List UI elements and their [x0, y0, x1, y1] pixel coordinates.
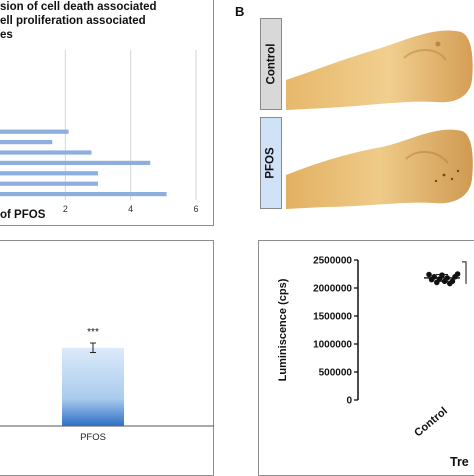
bar: [0, 171, 98, 176]
y-tick-label: 1500000: [313, 312, 352, 323]
data-point: [449, 278, 456, 285]
panel-b-control-photo: [286, 18, 474, 110]
panel-a-horizontal-bar-chart: 2 4 6: [0, 50, 199, 214]
x-tick-label: Control: [412, 405, 450, 439]
x-tick-label: 4: [128, 204, 133, 214]
significance-label: ***: [87, 327, 99, 338]
bar: [0, 150, 92, 155]
x-tick-label: 6: [193, 204, 198, 214]
bar: [0, 192, 167, 197]
panel-b-pfos-photo: [286, 117, 474, 209]
y-tick-label: 2000000: [313, 284, 352, 295]
x-tick-label: 2: [63, 204, 68, 214]
y-axis-label: Luminiscence (cps): [277, 278, 289, 381]
data-point: [454, 271, 461, 277]
data-point: [434, 279, 440, 286]
y-tick-label: 0: [346, 396, 352, 407]
panel-a-title-line-3: es: [0, 29, 13, 41]
panel-a-frame: [0, 0, 214, 226]
x-axis-label: Tre: [450, 455, 469, 469]
panel-a-title-line-2: ell proliferation associated: [0, 15, 146, 27]
y-tick-label: 500000: [319, 368, 353, 379]
panel-b-control-label-tab: Control: [260, 18, 282, 110]
panel-b-pfos-label-tab: PFOS: [260, 117, 282, 209]
y-tick-label: 1000000: [313, 340, 352, 351]
bar: [62, 347, 124, 426]
x-tick-label: PFOS: [80, 432, 106, 443]
panel-c-bar-chart: *** PFOS: [0, 327, 214, 443]
panel-d-scatter-chart: 0 500000 1000000 1500000 2000000 2500000 Lumin…: [277, 256, 469, 470]
bar: [0, 160, 151, 165]
comparison-bracket: [462, 261, 467, 284]
panel-b-letter: B: [235, 4, 245, 19]
panel-b-pfos-label: PFOS: [265, 147, 277, 179]
bar: [0, 140, 53, 145]
panel-b-control-label: Control: [265, 43, 278, 85]
bar: [0, 129, 69, 134]
panel-a-title-line-1: sion of cell death associated: [0, 1, 157, 13]
panel-a-x-axis-label: of PFOS: [0, 209, 46, 221]
data-point: [426, 271, 432, 278]
bar: [0, 181, 98, 186]
y-tick-label: 2500000: [313, 256, 352, 267]
data-point: [439, 272, 445, 278]
